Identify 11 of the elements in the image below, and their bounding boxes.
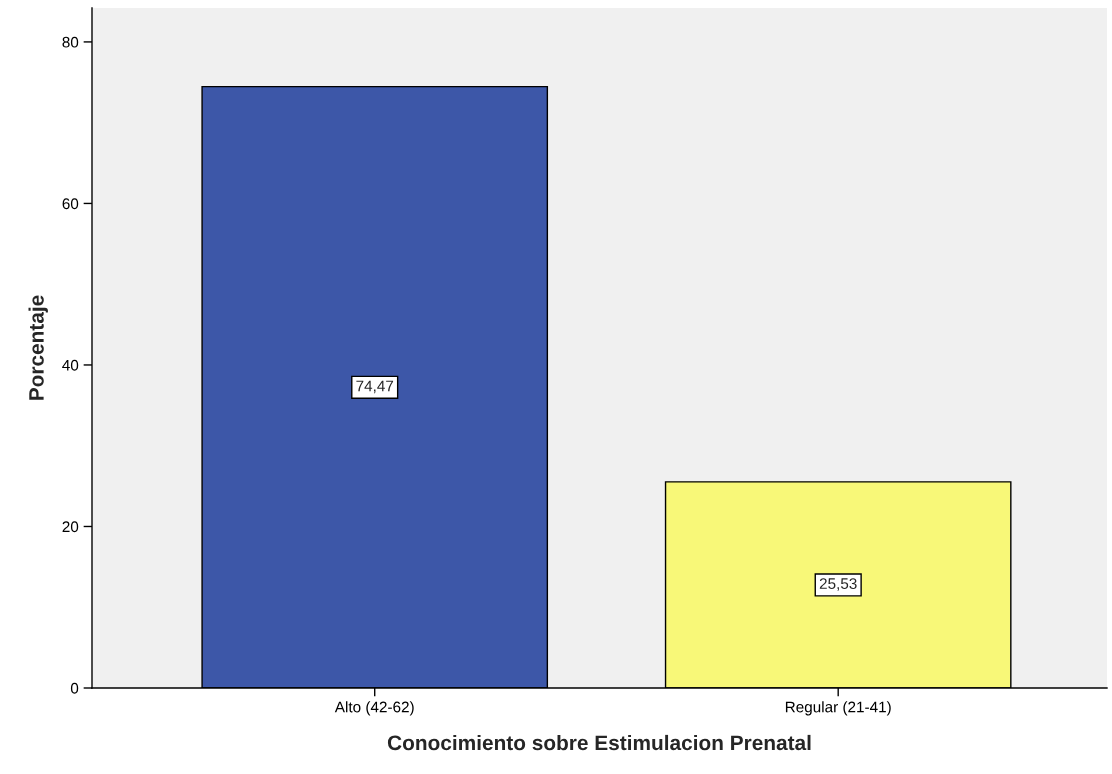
x-tick-label: Alto (42-62) xyxy=(334,701,414,716)
y-axis-title: Porcentaje xyxy=(28,295,48,400)
y-tick-label: 20 xyxy=(62,521,79,533)
data-label: 25,53 xyxy=(819,578,857,591)
y-tick-label: 0 xyxy=(70,682,79,694)
data-label: 74,47 xyxy=(356,380,394,394)
x-axis-title: Conocimiento sobre Estimulacion Prenatal xyxy=(387,734,811,751)
x-tick-label: Regular (21-41) xyxy=(785,701,891,716)
y-tick-label: 60 xyxy=(62,198,79,210)
y-tick-label: 40 xyxy=(62,359,79,371)
y-tick-label: 80 xyxy=(62,36,79,48)
